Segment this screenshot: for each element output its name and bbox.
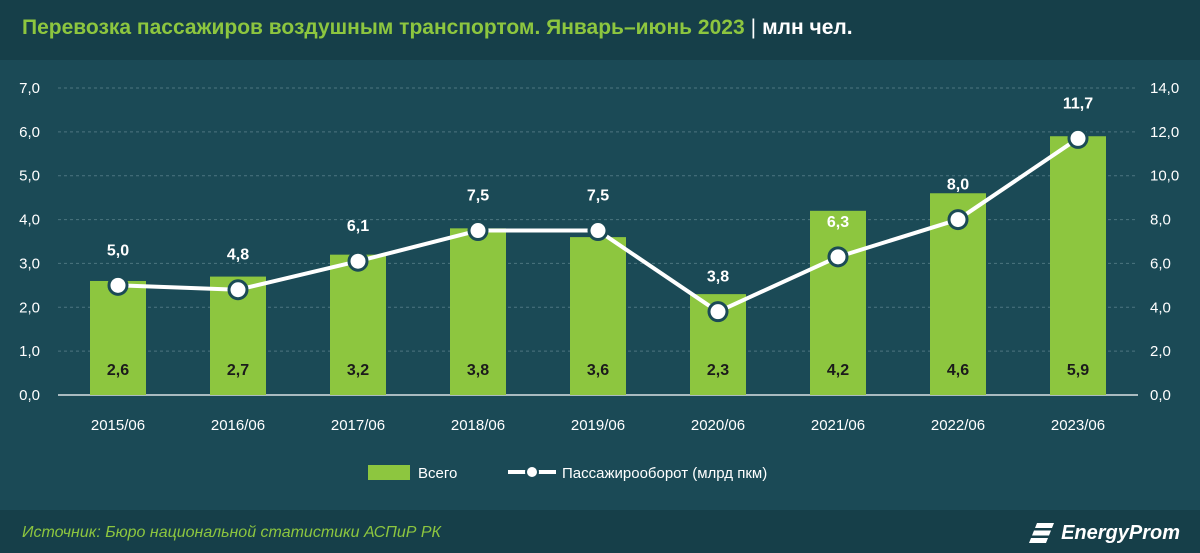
y-axis-right: 0,0 2,0 4,0 6,0 8,0 10,0 12,0 14,0 xyxy=(1150,80,1179,404)
y-right-tick-label: 2,0 xyxy=(1150,343,1171,360)
bar-value-label: 3,6 xyxy=(587,362,609,379)
y-left-tick-label: 1,0 xyxy=(19,343,40,360)
bar xyxy=(810,210,866,395)
x-tick-label: 2019/06 xyxy=(571,417,625,434)
bar xyxy=(90,280,146,395)
footer: Источник: Бюро национальной статистики А… xyxy=(0,510,1200,553)
x-tick-label: 2020/06 xyxy=(691,417,745,434)
y-right-tick-label: 14,0 xyxy=(1150,80,1179,97)
line-value-label: 4,8 xyxy=(227,247,249,264)
line-marker xyxy=(947,209,969,231)
chart-title: Перевозка пассажиров воздушным транспорт… xyxy=(22,16,853,40)
header: Перевозка пассажиров воздушным транспорт… xyxy=(0,0,1200,60)
bar xyxy=(330,254,386,395)
bar-value-label: 3,8 xyxy=(467,362,489,379)
y-right-tick-label: 4,0 xyxy=(1150,299,1171,316)
line-value-label: 8,0 xyxy=(947,177,969,194)
bar-series xyxy=(90,136,1106,395)
y-left-tick-label: 7,0 xyxy=(19,80,40,97)
y-left-tick-label: 5,0 xyxy=(19,168,40,185)
bar xyxy=(450,228,506,395)
legend-line-label: Пассажирооборот (млрд пкм) xyxy=(562,465,767,482)
title-separator: | xyxy=(750,16,757,39)
line-value-label: 11,7 xyxy=(1063,95,1093,112)
x-tick-label: 2018/06 xyxy=(451,417,505,434)
y-left-tick-label: 0,0 xyxy=(19,387,40,404)
y-right-tick-label: 8,0 xyxy=(1150,212,1171,229)
line-series xyxy=(107,127,1089,323)
y-right-tick-label: 12,0 xyxy=(1150,124,1179,141)
line-marker xyxy=(107,274,129,296)
bar-value-label: 4,2 xyxy=(827,362,849,379)
line-value-label: 3,8 xyxy=(707,269,729,286)
bar-value-label: 2,6 xyxy=(107,362,129,379)
line-marker xyxy=(467,220,489,242)
logo-text: EnergyProm xyxy=(1061,521,1180,544)
y-left-tick-label: 2,0 xyxy=(19,299,40,316)
chart-area: 0,0 1,0 2,0 3,0 4,0 5,0 6,0 7,0 0,0 2,0 4,0 6,0 8,0… xyxy=(0,60,1200,510)
x-tick-label: 2022/06 xyxy=(931,417,985,434)
x-tick-label: 2016/06 xyxy=(211,417,265,434)
line-marker xyxy=(707,301,729,323)
y-left-tick-label: 6,0 xyxy=(19,124,40,141)
line-marker xyxy=(347,250,369,272)
bar-value-label: 2,7 xyxy=(227,362,249,379)
line-value-label: 7,5 xyxy=(587,188,609,205)
line-marker xyxy=(827,246,849,268)
legend-bar-label: Всего xyxy=(418,465,457,482)
chart-svg: 0,0 1,0 2,0 3,0 4,0 5,0 6,0 7,0 0,0 2,0 4,0 6,0 8,0… xyxy=(19,80,1179,482)
legend-bar-swatch xyxy=(368,465,410,480)
y-right-tick-label: 6,0 xyxy=(1150,255,1171,272)
line-value-label: 5,0 xyxy=(107,242,129,259)
y-left-tick-label: 3,0 xyxy=(19,255,40,272)
title-unit: млн чел. xyxy=(762,16,853,39)
logo-icon xyxy=(1029,523,1055,543)
legend-line-marker xyxy=(525,465,539,479)
bar-labels: 2,6 2,7 3,2 3,8 3,6 2,3 4,2 4,6 5,9 xyxy=(107,362,1089,379)
bar-value-label: 4,6 xyxy=(947,362,969,379)
bar xyxy=(570,237,626,395)
legend: Всего Пассажирооборот (млрд пкм) xyxy=(368,465,767,482)
x-tick-label: 2023/06 xyxy=(1051,417,1105,434)
bar-value-label: 5,9 xyxy=(1067,362,1089,379)
line-value-label: 6,1 xyxy=(347,218,369,235)
y-right-tick-label: 0,0 xyxy=(1150,387,1171,404)
logo: EnergyProm xyxy=(1029,518,1180,548)
x-tick-label: 2015/06 xyxy=(91,417,145,434)
line-marker xyxy=(587,220,609,242)
x-tick-label: 2021/06 xyxy=(811,417,865,434)
y-axis-left: 0,0 1,0 2,0 3,0 4,0 5,0 6,0 7,0 xyxy=(19,80,40,404)
line-labels: 5,0 4,8 6,1 7,5 7,5 3,8 6,3 8,0 11,7 xyxy=(107,95,1093,285)
line-value-label: 6,3 xyxy=(827,214,849,231)
x-axis: 2015/06 2016/06 2017/06 2018/06 2019/06 2020/… xyxy=(91,417,1105,434)
line-marker xyxy=(1067,127,1089,149)
y-right-tick-label: 10,0 xyxy=(1150,168,1179,185)
bar xyxy=(1050,136,1106,395)
line-marker xyxy=(227,279,249,301)
x-tick-label: 2017/06 xyxy=(331,417,385,434)
line-value-label: 7,5 xyxy=(467,188,489,205)
bar-value-label: 2,3 xyxy=(707,362,729,379)
title-text: Перевозка пассажиров воздушным транспорт… xyxy=(22,16,745,39)
y-left-tick-label: 4,0 xyxy=(19,212,40,229)
bar-value-label: 3,2 xyxy=(347,362,369,379)
source-text: Источник: Бюро национальной статистики А… xyxy=(22,524,441,541)
